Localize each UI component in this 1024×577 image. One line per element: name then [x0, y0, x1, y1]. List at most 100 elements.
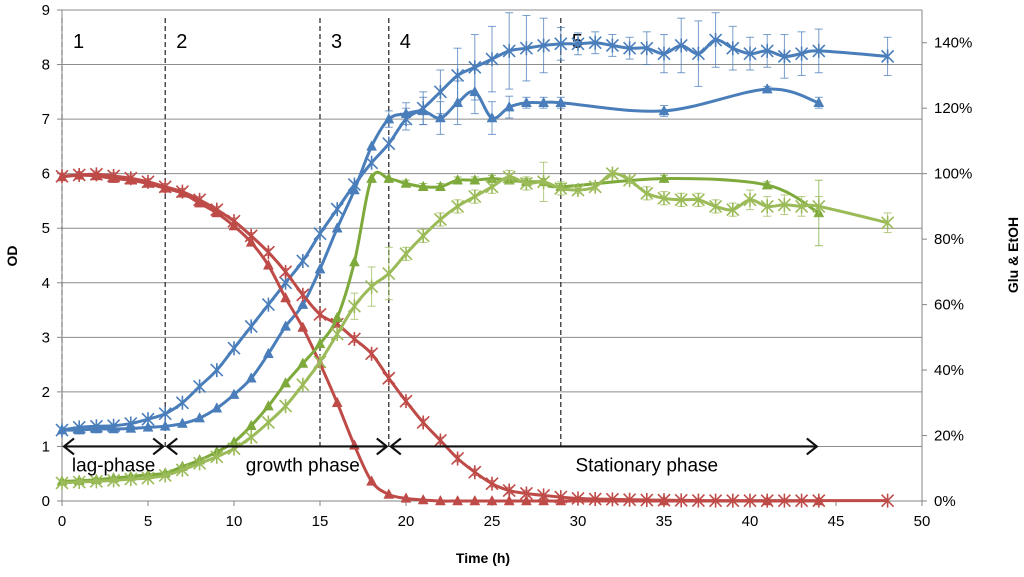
- data-point-cross: [107, 473, 121, 488]
- phase-number: 4: [400, 31, 411, 53]
- data-point-cross: [451, 68, 465, 83]
- data-point-triangle: [211, 402, 223, 413]
- data-point-cross: [726, 41, 740, 56]
- data-point-cross: [760, 43, 774, 58]
- data-point-triangle: [503, 101, 515, 112]
- data-point-cross: [433, 212, 447, 227]
- data-point-triangle: [658, 104, 670, 116]
- arrow-head-left: [62, 437, 75, 456]
- y-tick-label: 5: [42, 220, 50, 237]
- data-point-triangle: [228, 388, 240, 399]
- x-tick-label: 45: [828, 513, 845, 530]
- data-point-cross: [451, 199, 465, 214]
- y-tick-label: 9: [42, 2, 50, 19]
- data-point-triangle: [142, 421, 154, 432]
- data-point-cross: [55, 423, 69, 438]
- data-point-cross: [399, 394, 413, 409]
- data-point-cross: [605, 166, 619, 181]
- data-point-cross: [502, 483, 516, 498]
- data-point-cross: [261, 245, 275, 260]
- data-point-cross: [416, 228, 430, 243]
- data-point-triangle: [314, 263, 326, 274]
- x-tick-label: 30: [570, 513, 587, 530]
- data-point-cross: [347, 331, 361, 346]
- data-point-cross: [812, 199, 826, 214]
- data-point-cross: [812, 43, 826, 58]
- data-point-cross: [709, 493, 723, 508]
- series-line: [61, 172, 888, 503]
- y-tick-label: 6: [42, 166, 50, 183]
- data-point-cross: [55, 169, 69, 184]
- data-point-cross: [640, 186, 654, 201]
- data-point-cross: [89, 474, 103, 489]
- data-point-cross: [279, 264, 293, 279]
- data-point-cross: [485, 179, 499, 194]
- data-point-cross: [313, 354, 327, 369]
- data-point-cross: [812, 493, 826, 508]
- data-point-cross: [313, 307, 327, 322]
- data-point-cross: [485, 52, 499, 67]
- data-point-triangle: [194, 412, 206, 423]
- data-point-cross: [141, 471, 155, 486]
- data-point-triangle: [262, 347, 274, 358]
- x-tick-label: 25: [484, 513, 501, 530]
- arrow-head-left: [389, 437, 402, 456]
- data-point-cross: [416, 415, 430, 430]
- data-point-cross: [175, 184, 189, 199]
- phase-label: lag-phase: [72, 455, 155, 476]
- data-point-triangle: [280, 320, 292, 331]
- x-tick-label: 0: [58, 513, 66, 530]
- arrow-head-right: [152, 437, 165, 456]
- data-point-cross: [502, 169, 516, 184]
- data-point-triangle: [297, 357, 309, 368]
- data-point-cross: [743, 493, 757, 508]
- data-point-triangle: [245, 419, 257, 430]
- data-point-cross: [554, 490, 568, 505]
- data-point-triangle: [348, 439, 360, 450]
- data-point-cross: [623, 492, 637, 507]
- data-point-triangle: [761, 83, 773, 94]
- data-point-cross: [158, 179, 172, 194]
- data-point-cross: [365, 346, 379, 361]
- data-point-cross: [502, 43, 516, 58]
- data-point-cross: [72, 475, 86, 490]
- data-point-cross: [519, 486, 533, 501]
- data-point-cross: [193, 379, 207, 394]
- data-point-cross: [691, 46, 705, 61]
- data-point-cross: [519, 176, 533, 191]
- data-point-cross: [175, 395, 189, 410]
- data-point-triangle: [262, 400, 274, 411]
- data-point-cross: [124, 416, 138, 431]
- data-point-cross: [89, 167, 103, 182]
- data-point-cross: [657, 46, 671, 61]
- data-point-triangle: [314, 337, 326, 349]
- data-point-cross: [709, 33, 723, 48]
- data-point-cross: [709, 199, 723, 214]
- data-point-triangle: [520, 96, 532, 107]
- y2-tick-label: 80%: [934, 231, 964, 248]
- y-axis-title: OD: [4, 246, 20, 267]
- data-point-cross: [296, 377, 310, 392]
- arrow-head-right: [806, 437, 819, 456]
- data-point-cross: [743, 46, 757, 61]
- x-axis-title: Time (h): [456, 550, 510, 566]
- data-point-cross: [605, 38, 619, 53]
- y2-tick-label: 60%: [934, 297, 964, 314]
- data-point-cross: [175, 462, 189, 477]
- series-group: [55, 12, 895, 438]
- data-point-cross: [657, 191, 671, 206]
- data-point-cross: [193, 192, 207, 207]
- arrow-head-left: [165, 437, 178, 456]
- data-point-cross: [674, 192, 688, 207]
- series-line: [61, 87, 820, 432]
- data-point-cross: [795, 46, 809, 61]
- y-tick-label: 7: [42, 111, 50, 128]
- data-point-cross: [313, 226, 327, 241]
- data-point-triangle: [366, 140, 378, 151]
- data-point-cross: [124, 472, 138, 487]
- data-point-cross: [777, 493, 791, 508]
- data-point-cross: [433, 433, 447, 448]
- series-group: [56, 69, 825, 435]
- data-point-triangle: [297, 298, 309, 309]
- data-point-cross: [141, 174, 155, 189]
